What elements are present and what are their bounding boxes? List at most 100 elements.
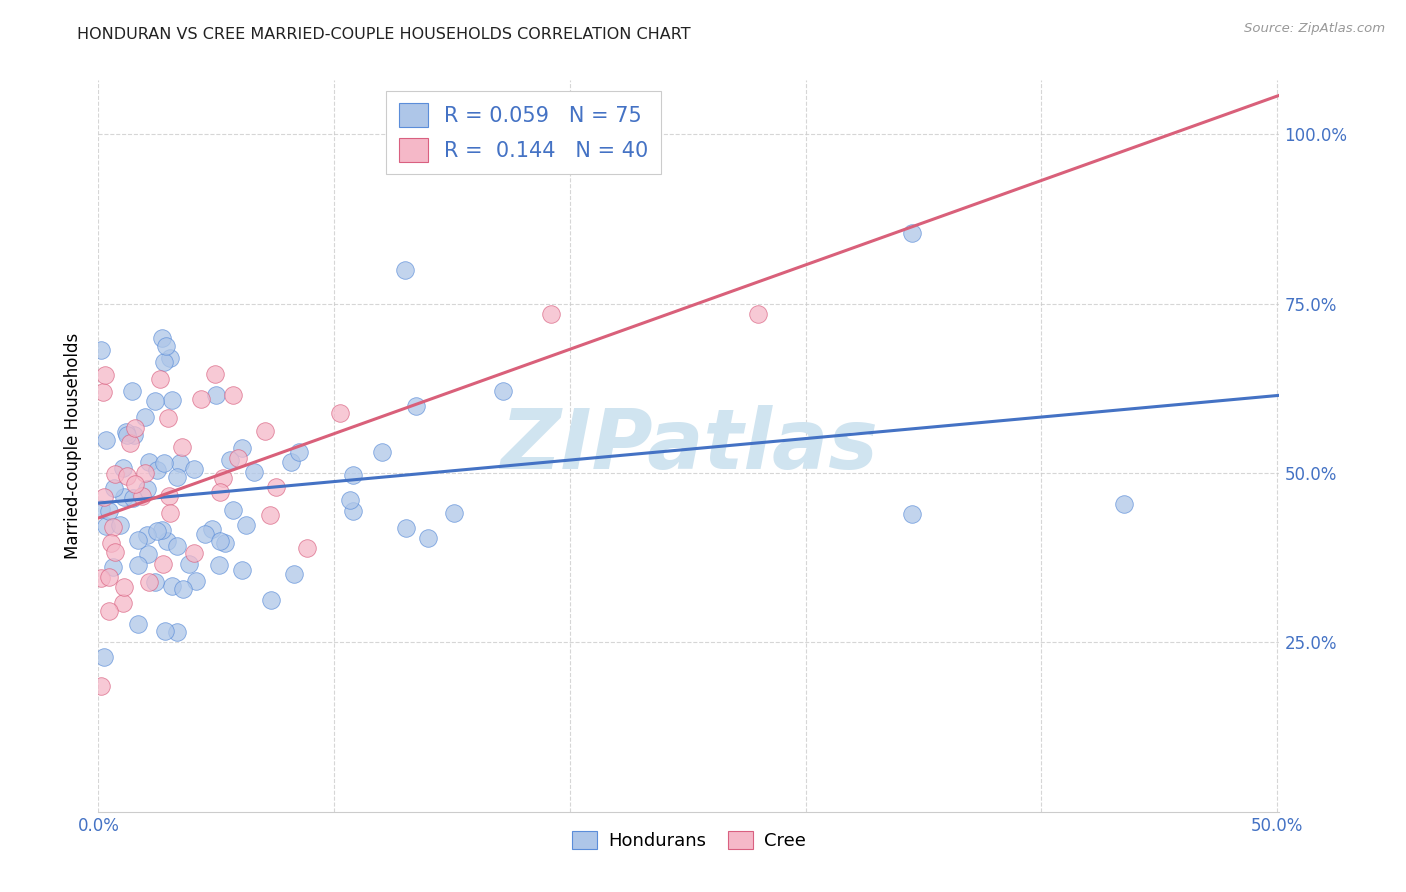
- Point: [159, 351, 181, 365]
- Point: [329, 407, 352, 421]
- Point: [395, 521, 418, 535]
- Point: [104, 467, 127, 482]
- Point: [127, 616, 149, 631]
- Point: [115, 427, 138, 442]
- Point: [160, 393, 183, 408]
- Text: ZIPatlas: ZIPatlas: [501, 406, 877, 486]
- Point: [98, 570, 121, 584]
- Legend: Hondurans, Cree: Hondurans, Cree: [565, 823, 813, 857]
- Point: [136, 527, 159, 541]
- Point: [260, 593, 283, 607]
- Point: [90, 680, 112, 694]
- Point: [156, 533, 179, 548]
- Point: [183, 546, 205, 560]
- Point: [145, 463, 167, 477]
- Point: [150, 523, 173, 537]
- Point: [443, 506, 465, 520]
- Point: [209, 484, 232, 499]
- Point: [104, 545, 127, 559]
- Point: [100, 536, 122, 550]
- Point: [94, 368, 117, 382]
- Point: [124, 428, 146, 442]
- Point: [96, 433, 118, 447]
- Point: [152, 557, 174, 571]
- Point: [211, 471, 233, 485]
- Point: [131, 489, 153, 503]
- Point: [172, 582, 194, 597]
- Point: [112, 490, 135, 504]
- Point: [169, 457, 191, 471]
- Point: [371, 445, 394, 459]
- Point: [339, 493, 361, 508]
- Point: [226, 450, 249, 465]
- Point: [93, 649, 115, 664]
- Point: [149, 371, 172, 385]
- Point: [184, 574, 207, 588]
- Point: [127, 558, 149, 572]
- Text: Source: ZipAtlas.com: Source: ZipAtlas.com: [1244, 22, 1385, 36]
- Point: [264, 480, 287, 494]
- Point: [287, 444, 309, 458]
- Point: [242, 465, 264, 479]
- Point: [103, 560, 125, 574]
- Point: [108, 517, 131, 532]
- Point: [143, 393, 166, 408]
- Point: [138, 455, 160, 469]
- Point: [172, 441, 194, 455]
- Text: HONDURAN VS CREE MARRIED-COUPLE HOUSEHOLDS CORRELATION CHART: HONDURAN VS CREE MARRIED-COUPLE HOUSEHOL…: [77, 27, 690, 42]
- Point: [204, 368, 226, 382]
- Point: [112, 580, 135, 594]
- Point: [155, 624, 177, 638]
- Point: [134, 467, 156, 481]
- Point: [280, 455, 302, 469]
- Point: [157, 489, 180, 503]
- Point: [153, 456, 176, 470]
- Point: [115, 425, 138, 440]
- Point: [166, 539, 188, 553]
- Point: [209, 534, 232, 549]
- Point: [91, 384, 114, 399]
- Point: [218, 452, 240, 467]
- Point: [1112, 497, 1135, 511]
- Point: [222, 502, 245, 516]
- Point: [259, 508, 281, 522]
- Point: [135, 482, 157, 496]
- Point: [166, 470, 188, 484]
- Point: [121, 384, 143, 399]
- Point: [231, 441, 253, 455]
- Point: [747, 307, 769, 321]
- Point: [157, 410, 180, 425]
- Point: [253, 424, 276, 438]
- Point: [900, 507, 922, 521]
- Point: [90, 502, 112, 516]
- Point: [492, 384, 515, 398]
- Point: [540, 307, 562, 321]
- Point: [98, 604, 121, 618]
- Point: [90, 343, 112, 358]
- Point: [194, 527, 217, 541]
- Point: [146, 524, 169, 539]
- Point: [143, 574, 166, 589]
- Point: [405, 399, 427, 413]
- Point: [177, 557, 200, 571]
- Point: [121, 491, 143, 506]
- Point: [201, 522, 224, 536]
- Point: [90, 571, 112, 585]
- Point: [418, 532, 440, 546]
- Point: [136, 547, 159, 561]
- Point: [342, 468, 364, 483]
- Y-axis label: Married-couple Households: Married-couple Households: [63, 333, 82, 559]
- Point: [394, 263, 416, 277]
- Point: [120, 436, 142, 450]
- Point: [155, 338, 177, 352]
- Point: [150, 331, 173, 345]
- Point: [124, 477, 146, 491]
- Point: [166, 625, 188, 640]
- Point: [115, 469, 138, 483]
- Point: [204, 388, 226, 402]
- Point: [342, 504, 364, 518]
- Point: [101, 520, 124, 534]
- Point: [295, 541, 318, 555]
- Point: [134, 410, 156, 425]
- Point: [97, 504, 120, 518]
